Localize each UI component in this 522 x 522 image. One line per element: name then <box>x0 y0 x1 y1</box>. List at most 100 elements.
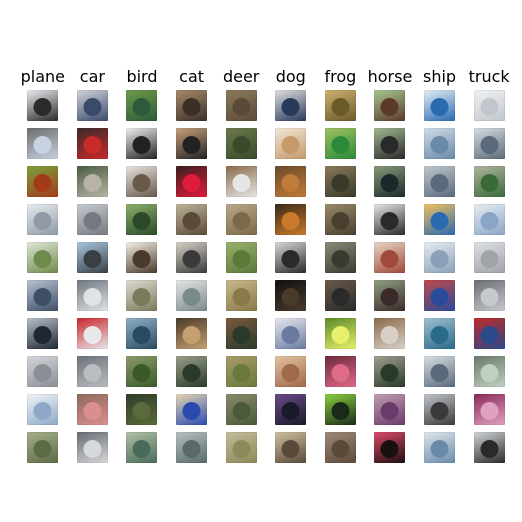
sample-image-dog-9 <box>275 394 307 425</box>
sample-image-truck-9 <box>473 394 505 425</box>
sample-image-horse-5 <box>374 242 406 273</box>
sample-image-truck-5 <box>473 242 505 273</box>
sample-image-car-6 <box>76 280 108 311</box>
sample-image-cat-1 <box>176 90 208 121</box>
sample-image-truck-4 <box>473 204 505 235</box>
class-label-bird: bird <box>126 67 158 86</box>
sample-image-car-9 <box>76 394 108 425</box>
sample-image-cat-9 <box>176 394 208 425</box>
sample-image-ship-6 <box>424 280 456 311</box>
sample-image-truck-7 <box>473 318 505 349</box>
sample-image-ship-9 <box>424 394 456 425</box>
sample-image-cat-10 <box>176 432 208 463</box>
sample-image-deer-6 <box>225 280 257 311</box>
sample-image-cat-5 <box>176 242 208 273</box>
sample-image-dog-5 <box>275 242 307 273</box>
sample-image-car-3 <box>76 166 108 197</box>
sample-image-ship-5 <box>424 242 456 273</box>
sample-image-frog-10 <box>324 432 356 463</box>
sample-image-plane-2 <box>27 128 59 159</box>
sample-image-ship-4 <box>424 204 456 235</box>
class-column-car: car <box>68 64 118 463</box>
sample-image-dog-1 <box>275 90 307 121</box>
sample-image-ship-3 <box>424 166 456 197</box>
class-label-ship: ship <box>423 67 457 86</box>
sample-image-dog-4 <box>275 204 307 235</box>
sample-image-car-7 <box>76 318 108 349</box>
sample-image-frog-6 <box>324 280 356 311</box>
sample-image-frog-8 <box>324 356 356 387</box>
sample-image-car-1 <box>76 90 108 121</box>
sample-image-bird-7 <box>126 318 158 349</box>
sample-image-horse-4 <box>374 204 406 235</box>
sample-image-dog-3 <box>275 166 307 197</box>
sample-image-frog-1 <box>324 90 356 121</box>
sample-image-deer-8 <box>225 356 257 387</box>
sample-image-frog-3 <box>324 166 356 197</box>
sample-image-cat-3 <box>176 166 208 197</box>
sample-image-deer-4 <box>225 204 257 235</box>
class-column-bird: bird <box>117 64 167 463</box>
sample-image-bird-2 <box>126 128 158 159</box>
thumbs-deer <box>225 90 257 463</box>
sample-image-horse-9 <box>374 394 406 425</box>
class-column-frog: frog <box>316 64 366 463</box>
sample-image-frog-5 <box>324 242 356 273</box>
thumbs-dog <box>275 90 307 463</box>
class-column-ship: ship <box>415 64 465 463</box>
sample-image-plane-3 <box>27 166 59 197</box>
sample-image-frog-7 <box>324 318 356 349</box>
sample-image-cat-4 <box>176 204 208 235</box>
sample-image-frog-4 <box>324 204 356 235</box>
sample-image-ship-7 <box>424 318 456 349</box>
sample-image-car-4 <box>76 204 108 235</box>
sample-image-truck-8 <box>473 356 505 387</box>
sample-image-plane-7 <box>27 318 59 349</box>
thumbs-truck <box>473 90 505 463</box>
sample-image-plane-8 <box>27 356 59 387</box>
thumbs-frog <box>324 90 356 463</box>
thumbs-plane <box>27 90 59 463</box>
sample-image-truck-3 <box>473 166 505 197</box>
sample-image-deer-5 <box>225 242 257 273</box>
thumbs-horse <box>374 90 406 463</box>
class-column-dog: dog <box>266 64 316 463</box>
sample-image-deer-10 <box>225 432 257 463</box>
sample-image-car-10 <box>76 432 108 463</box>
sample-image-plane-5 <box>27 242 59 273</box>
sample-image-horse-7 <box>374 318 406 349</box>
sample-image-truck-1 <box>473 90 505 121</box>
sample-image-bird-8 <box>126 356 158 387</box>
sample-image-deer-2 <box>225 128 257 159</box>
class-label-car: car <box>79 67 105 86</box>
sample-image-cat-8 <box>176 356 208 387</box>
sample-image-ship-1 <box>424 90 456 121</box>
sample-image-truck-10 <box>473 432 505 463</box>
sample-image-bird-4 <box>126 204 158 235</box>
sample-image-plane-10 <box>27 432 59 463</box>
class-column-plane: plane <box>18 64 68 463</box>
sample-image-dog-6 <box>275 280 307 311</box>
sample-image-truck-6 <box>473 280 505 311</box>
sample-image-deer-1 <box>225 90 257 121</box>
sample-image-bird-3 <box>126 166 158 197</box>
sample-image-horse-8 <box>374 356 406 387</box>
thumbs-bird <box>126 90 158 463</box>
sample-image-ship-2 <box>424 128 456 159</box>
class-column-deer: deer <box>216 64 266 463</box>
class-column-truck: truck <box>464 64 514 463</box>
sample-image-plane-6 <box>27 280 59 311</box>
class-label-truck: truck <box>468 67 510 86</box>
cifar-sample-grid: plane car bird cat deer dog frog horse ship truck <box>18 64 514 463</box>
class-label-cat: cat <box>179 67 205 86</box>
class-label-dog: dog <box>275 67 306 86</box>
sample-image-car-8 <box>76 356 108 387</box>
sample-image-deer-9 <box>225 394 257 425</box>
sample-image-bird-9 <box>126 394 158 425</box>
sample-image-horse-1 <box>374 90 406 121</box>
class-column-cat: cat <box>167 64 217 463</box>
sample-image-bird-6 <box>126 280 158 311</box>
sample-image-frog-2 <box>324 128 356 159</box>
sample-image-deer-7 <box>225 318 257 349</box>
sample-image-dog-8 <box>275 356 307 387</box>
